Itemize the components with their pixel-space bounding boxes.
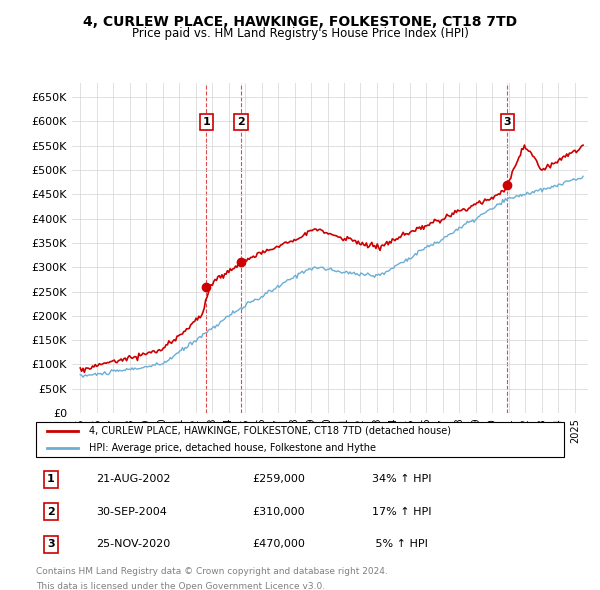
Text: 3: 3	[503, 117, 511, 127]
Text: 21-AUG-2002: 21-AUG-2002	[96, 474, 170, 484]
Text: 30-SEP-2004: 30-SEP-2004	[96, 507, 167, 517]
Text: This data is licensed under the Open Government Licence v3.0.: This data is licensed under the Open Gov…	[36, 582, 325, 590]
Text: Price paid vs. HM Land Registry's House Price Index (HPI): Price paid vs. HM Land Registry's House …	[131, 27, 469, 40]
Text: 3: 3	[47, 539, 55, 549]
Text: 4, CURLEW PLACE, HAWKINGE, FOLKESTONE, CT18 7TD: 4, CURLEW PLACE, HAWKINGE, FOLKESTONE, C…	[83, 15, 517, 29]
Text: 4, CURLEW PLACE, HAWKINGE, FOLKESTONE, CT18 7TD (detached house): 4, CURLEW PLACE, HAWKINGE, FOLKESTONE, C…	[89, 426, 451, 435]
Text: 17% ↑ HPI: 17% ↑ HPI	[372, 507, 431, 517]
Text: £310,000: £310,000	[252, 507, 305, 517]
Text: 25-NOV-2020: 25-NOV-2020	[96, 539, 170, 549]
Text: 2: 2	[47, 507, 55, 517]
Text: £259,000: £259,000	[252, 474, 305, 484]
Text: £470,000: £470,000	[252, 539, 305, 549]
Text: 2: 2	[237, 117, 245, 127]
Text: 5% ↑ HPI: 5% ↑ HPI	[372, 539, 428, 549]
FancyBboxPatch shape	[36, 422, 564, 457]
Text: Contains HM Land Registry data © Crown copyright and database right 2024.: Contains HM Land Registry data © Crown c…	[36, 567, 388, 576]
Text: 1: 1	[47, 474, 55, 484]
Text: HPI: Average price, detached house, Folkestone and Hythe: HPI: Average price, detached house, Folk…	[89, 444, 376, 453]
Text: 1: 1	[202, 117, 210, 127]
Text: 34% ↑ HPI: 34% ↑ HPI	[372, 474, 431, 484]
